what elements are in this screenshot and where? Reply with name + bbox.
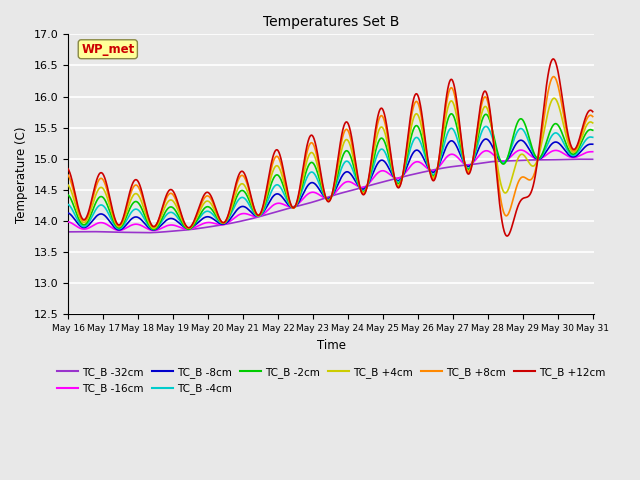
- Text: WP_met: WP_met: [81, 43, 134, 56]
- Title: Temperatures Set B: Temperatures Set B: [263, 15, 399, 29]
- Legend: TC_B -32cm, TC_B -16cm, TC_B -8cm, TC_B -4cm, TC_B -2cm, TC_B +4cm, TC_B +8cm, T: TC_B -32cm, TC_B -16cm, TC_B -8cm, TC_B …: [52, 363, 610, 398]
- X-axis label: Time: Time: [317, 338, 346, 352]
- Y-axis label: Temperature (C): Temperature (C): [15, 126, 28, 223]
